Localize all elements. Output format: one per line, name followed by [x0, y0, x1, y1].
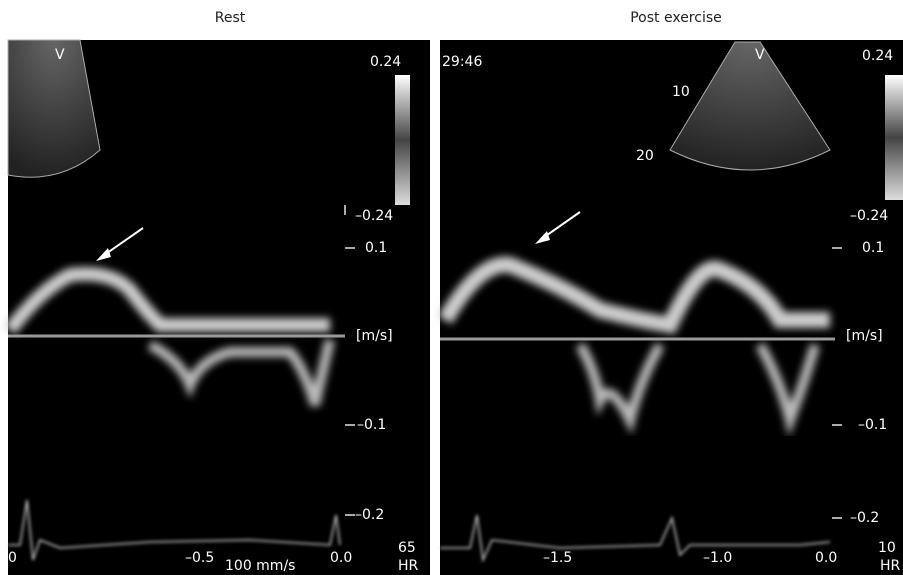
scale-ticks — [832, 247, 842, 519]
velocity-label: –0.2 — [355, 507, 384, 523]
color-scale-top: 0.24 — [862, 48, 893, 64]
velocity-label: –0.1 — [858, 417, 887, 433]
velocity-label: –0.2 — [850, 510, 879, 526]
color-scale-bottom: –0.24 — [850, 208, 888, 224]
panel-title: Rest — [215, 10, 246, 26]
time-label: –1.5 — [543, 550, 572, 566]
velocity-label: [m/s] — [846, 328, 883, 344]
time-label: 0 — [8, 550, 17, 566]
ecg-trace — [440, 514, 831, 563]
doppler-signal — [4, 267, 335, 407]
probe-label: V — [755, 47, 765, 63]
arrow-head — [96, 248, 111, 261]
velocity-label: 0.1 — [862, 240, 884, 256]
clock: 29:46 — [442, 54, 482, 70]
color-bar — [395, 75, 410, 205]
depth-mark: 20 — [636, 148, 654, 164]
depth-mark: 10 — [672, 84, 690, 100]
velocity-label: [m/s] — [356, 328, 393, 344]
ecg-trace — [8, 499, 341, 561]
doppler-signal — [438, 256, 830, 437]
color-bar — [885, 75, 903, 200]
color-scale-bottom: –0.24 — [355, 208, 393, 224]
color-scale-top: 0.24 — [370, 54, 401, 70]
hr-label: HR — [398, 558, 419, 574]
hr-value: 65 — [398, 540, 416, 556]
arrow-head — [535, 231, 550, 244]
velocity-label: 0.1 — [365, 240, 387, 256]
rest-panel — [4, 39, 430, 575]
hr-value: 10 — [878, 540, 896, 556]
post-exercise-panel — [438, 40, 903, 575]
velocity-label: –0.1 — [357, 417, 386, 433]
echo-sector — [7, 39, 101, 178]
sweep-speed: 100 mm/s — [225, 558, 295, 574]
time-label: –0.5 — [185, 550, 214, 566]
echo-sector — [669, 41, 831, 171]
hr-label: HR — [880, 558, 901, 574]
time-label: –1.0 — [703, 550, 732, 566]
panel-title: Post exercise — [630, 10, 722, 26]
time-label: 0.0 — [330, 550, 352, 566]
probe-label: V — [55, 47, 65, 63]
time-label: 0.0 — [815, 550, 837, 566]
